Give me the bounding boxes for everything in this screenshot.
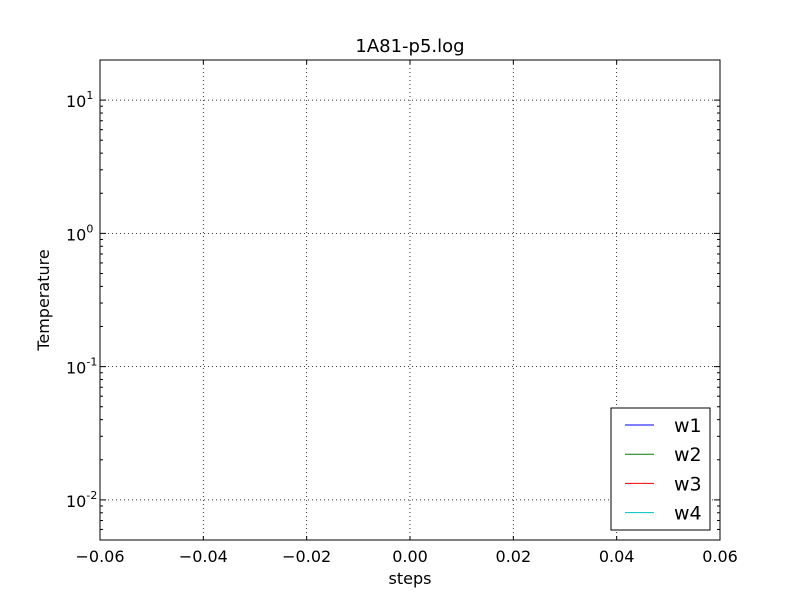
ticks: −0.06 −0.04 −0.02 0.00 0.02 0.04 0.0610-210-11…	[66, 60, 738, 566]
y-axis-label: Temperature	[34, 249, 53, 351]
legend-label: w4	[674, 503, 702, 525]
y-tick-label: 10-2	[66, 489, 97, 511]
y-tick-label: 100	[66, 222, 93, 244]
x-tick-label: 0.02	[496, 547, 532, 566]
y-tick-label-exponent: -2	[86, 489, 97, 502]
y-tick-label-base: 10	[66, 492, 86, 511]
y-tick-label-exponent: -1	[86, 356, 97, 369]
x-tick-label: 0.00	[392, 547, 428, 566]
y-tick-label-base: 10	[66, 225, 86, 244]
legend-box	[610, 407, 711, 531]
plot-area-frame	[99, 59, 721, 541]
y-tick-label: 101	[66, 89, 93, 111]
x-tick-label: 0.04	[599, 547, 635, 566]
legend: w1 w2 w3 w4	[610, 407, 711, 531]
x-tick-label: −0.02	[282, 547, 331, 566]
y-tick-label-exponent: 0	[86, 222, 93, 235]
legend-label: w1	[674, 415, 702, 437]
y-tick-label: 10-1	[66, 356, 97, 378]
x-tick-label: 0.06	[702, 547, 738, 566]
x-tick-label: −0.04	[179, 547, 228, 566]
chart-title: 1A81-p5.log	[355, 36, 464, 57]
x-tick-label: −0.06	[75, 547, 124, 566]
x-axis-label: steps	[389, 569, 432, 588]
legend-label: w2	[674, 444, 702, 466]
y-tick-label-base: 10	[66, 92, 86, 111]
legend-label: w3	[674, 473, 702, 495]
y-tick-label-base: 10	[66, 359, 86, 378]
y-tick-label-exponent: 1	[86, 89, 93, 102]
